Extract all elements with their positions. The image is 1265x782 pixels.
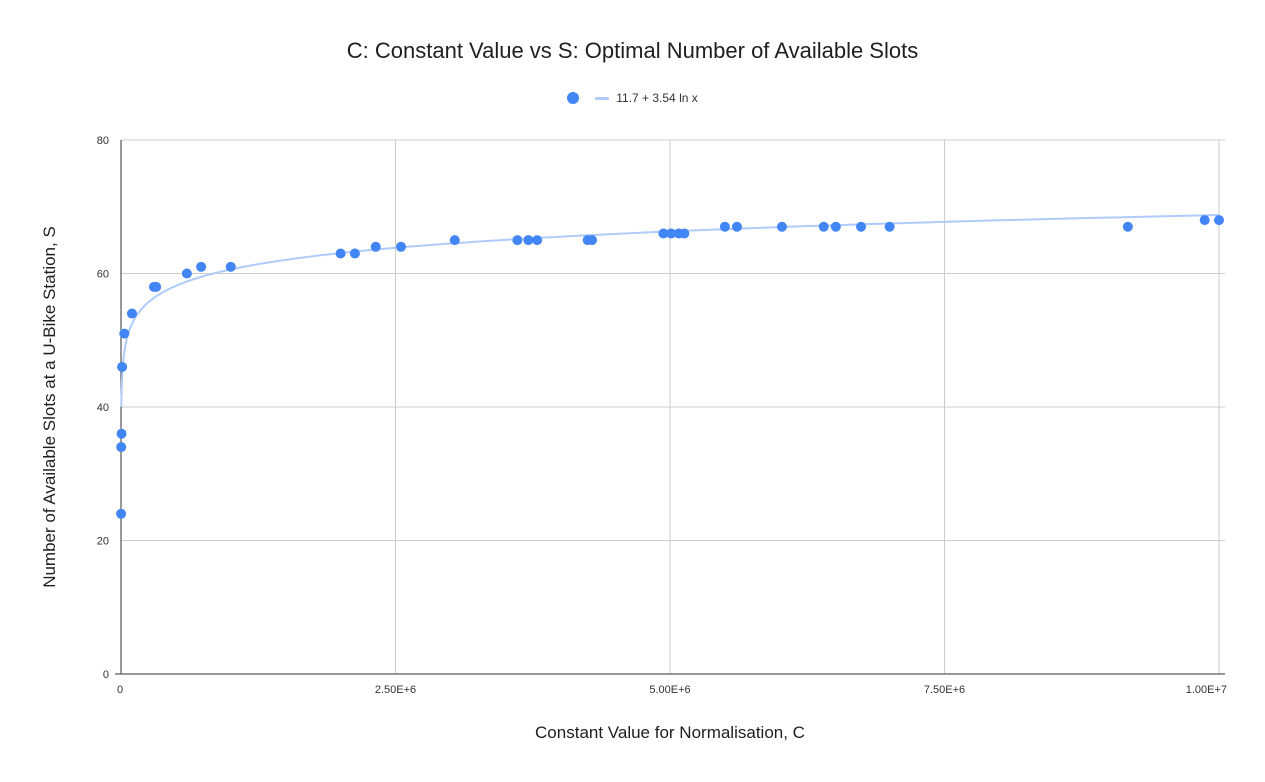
data-point (349, 248, 360, 259)
data-point (126, 308, 137, 319)
data-point (395, 241, 406, 252)
data-point (1122, 221, 1133, 232)
y-tick-label: 60 (97, 269, 109, 281)
x-axis-label: Constant Value for Normalisation, C (535, 723, 805, 742)
data-point (856, 221, 867, 232)
x-tick-label: 0 (117, 684, 123, 696)
data-point (731, 221, 742, 232)
y-tick-label: 20 (97, 536, 109, 548)
data-point (335, 248, 346, 259)
data-points (116, 215, 1224, 519)
data-point (776, 221, 787, 232)
legend-point-marker (567, 92, 580, 104)
data-point (116, 508, 127, 519)
grid-lines (121, 139, 1225, 674)
x-tick-label: 1.00E+7 (1186, 684, 1227, 696)
data-point (1199, 215, 1210, 226)
data-point (679, 228, 690, 239)
data-point (225, 261, 236, 272)
y-tick-label: 40 (97, 402, 109, 414)
data-point (658, 228, 669, 239)
x-tick-label: 2.50E+6 (375, 684, 416, 696)
data-point (117, 361, 128, 372)
data-point (523, 235, 534, 246)
legend: 11.7 + 3.54 ln x (0, 91, 1265, 105)
y-axis-label: Number of Available Slots at a U-Bike St… (40, 226, 59, 588)
tick-labels: 0 20 40 60 80 0 2.50E+6 5.00E+6 7.50E+6 1.00E+7 (97, 135, 1227, 696)
data-point (719, 221, 730, 232)
y-tick-label: 80 (97, 135, 109, 147)
data-point (370, 241, 381, 252)
data-point (666, 228, 677, 239)
data-point (818, 221, 829, 232)
data-point (196, 261, 207, 272)
axes (115, 140, 1225, 675)
data-point (119, 328, 130, 339)
legend-trendline-label: 11.7 + 3.54 ln x (616, 91, 698, 105)
data-point (116, 442, 127, 453)
data-point (1214, 215, 1224, 226)
data-point (830, 221, 841, 232)
data-point (512, 235, 523, 246)
chart-title: C: Constant Value vs S: Optimal Number o… (346, 38, 919, 63)
data-point (116, 428, 127, 439)
data-point (532, 235, 543, 246)
y-tick-label: 0 (103, 669, 109, 681)
data-point (884, 221, 895, 232)
legend-trendline-marker (595, 96, 610, 100)
data-point (181, 268, 192, 279)
data-point (449, 235, 460, 246)
x-tick-label: 5.00E+6 (649, 684, 690, 696)
data-point (587, 235, 598, 246)
data-point (151, 281, 162, 292)
x-tick-label: 7.50E+6 (924, 684, 965, 696)
